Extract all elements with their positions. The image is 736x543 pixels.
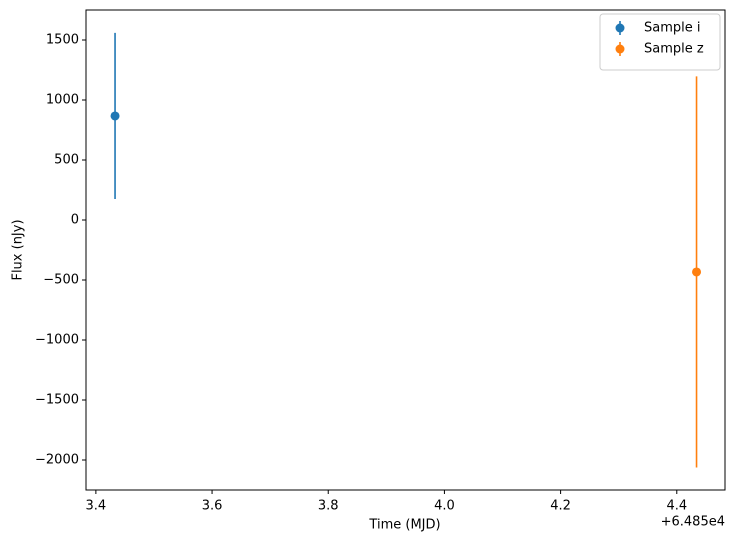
y-tick-label: −1000 (35, 333, 79, 348)
y-axis-label: Flux (nJy) (11, 219, 26, 280)
x-tick-label: 4.0 (434, 499, 455, 514)
plot-frame (85, 9, 726, 491)
x-tick-label: 3.6 (202, 499, 223, 514)
x-axis-label: Time (MJD) (368, 518, 440, 533)
legend-label: Sample i (644, 21, 701, 36)
x-tick-label: 4.2 (550, 499, 571, 514)
y-tick-label: −500 (43, 273, 79, 288)
point (692, 267, 702, 277)
x-tick-label: 3.4 (86, 499, 107, 514)
x-offset-text: +6.485e4 (661, 515, 725, 530)
x-tick-label: 4.4 (666, 499, 687, 514)
legend-box (599, 13, 721, 71)
y-tick-label: −1500 (35, 393, 79, 408)
y-tick-label: 1500 (46, 33, 79, 48)
y-tick-label: 0 (71, 213, 79, 228)
y-tick-label: −2000 (35, 453, 79, 468)
point (110, 111, 120, 121)
y-tick-label: 500 (54, 153, 79, 168)
legend-marker (615, 44, 625, 54)
legend-marker (615, 23, 625, 33)
x-tick-label: 3.8 (318, 499, 339, 514)
legend-label: Sample z (644, 42, 704, 57)
y-tick-label: 1000 (46, 93, 79, 108)
